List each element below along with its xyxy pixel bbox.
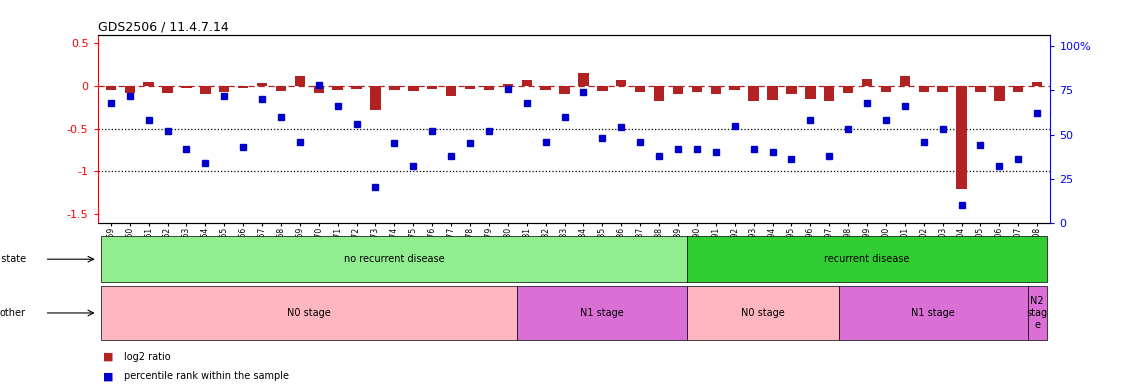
Bar [427, 86, 437, 89]
Bar [597, 86, 607, 91]
Bar [748, 86, 759, 101]
Bar [162, 86, 172, 93]
Bar [673, 86, 683, 94]
Bar [805, 86, 815, 99]
Text: N0 stage: N0 stage [742, 308, 785, 318]
Bar [654, 86, 665, 101]
Bar [295, 76, 305, 86]
Bar [692, 86, 703, 92]
Bar [956, 86, 967, 189]
Bar [313, 86, 324, 93]
Bar [729, 86, 740, 90]
Bar [862, 79, 872, 86]
Bar [767, 86, 777, 99]
Text: percentile rank within the sample: percentile rank within the sample [124, 371, 289, 381]
Bar [900, 76, 910, 86]
Text: recurrent disease: recurrent disease [824, 254, 909, 264]
Bar [521, 80, 532, 86]
Bar [518, 286, 688, 340]
Bar [938, 86, 948, 92]
Text: disease state: disease state [0, 254, 25, 264]
Bar [219, 86, 230, 92]
Bar [257, 83, 267, 86]
Bar [101, 286, 518, 340]
Bar [688, 286, 839, 340]
Bar [465, 86, 475, 89]
Text: GDS2506 / 11.4.7.14: GDS2506 / 11.4.7.14 [98, 20, 228, 33]
Bar [918, 86, 929, 92]
Bar [445, 86, 456, 96]
Text: N2
stag
e: N2 stag e [1026, 296, 1048, 329]
Bar [483, 86, 494, 90]
Bar [1027, 286, 1047, 340]
Bar [843, 86, 853, 93]
Text: log2 ratio: log2 ratio [124, 352, 171, 362]
Bar [238, 86, 248, 88]
Bar [200, 86, 210, 94]
Bar [333, 86, 343, 90]
Bar [976, 86, 986, 92]
Bar [503, 84, 513, 86]
Bar [106, 86, 116, 90]
Bar [688, 236, 1047, 282]
Bar [635, 86, 645, 92]
Bar [881, 86, 891, 92]
Text: N1 stage: N1 stage [912, 308, 955, 318]
Bar [371, 86, 381, 110]
Bar [389, 86, 400, 90]
Bar [839, 286, 1027, 340]
Bar [144, 82, 154, 86]
Bar [559, 86, 569, 94]
Bar [101, 236, 688, 282]
Text: ■: ■ [103, 352, 114, 362]
Bar [1013, 86, 1024, 92]
Bar [351, 86, 362, 89]
Bar [408, 86, 419, 91]
Bar [824, 86, 835, 101]
Bar [1032, 82, 1042, 86]
Bar [276, 86, 286, 91]
Bar [786, 86, 797, 94]
Bar [579, 73, 589, 86]
Text: N1 stage: N1 stage [581, 308, 625, 318]
Bar [181, 86, 192, 88]
Bar [541, 86, 551, 90]
Bar [994, 86, 1004, 101]
Bar [124, 86, 135, 93]
Text: other: other [0, 308, 25, 318]
Bar [711, 86, 721, 94]
Bar [616, 80, 627, 86]
Text: ■: ■ [103, 371, 114, 381]
Text: N0 stage: N0 stage [287, 308, 331, 318]
Text: no recurrent disease: no recurrent disease [344, 254, 444, 264]
